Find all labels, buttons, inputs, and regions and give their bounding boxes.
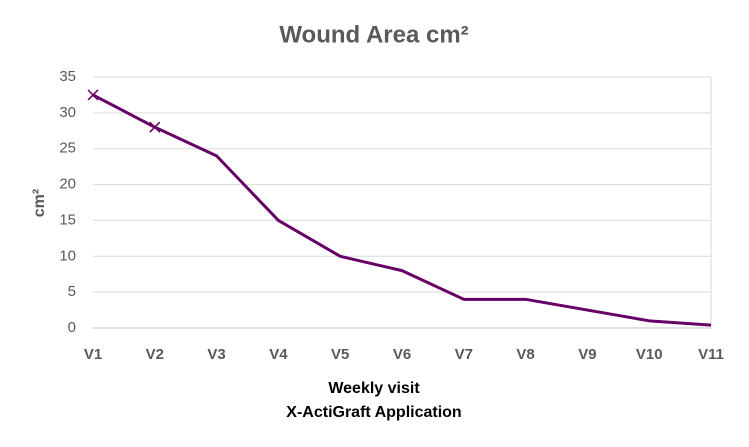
y-tick-label: 20 <box>59 176 76 193</box>
x-tick-label: V5 <box>331 346 349 363</box>
y-tick-label: 15 <box>59 211 76 228</box>
x-tick-label: V4 <box>269 346 288 363</box>
x-tick-label: V6 <box>393 346 411 363</box>
x-tick-label: V9 <box>578 346 596 363</box>
x-axis-label: Weekly visit <box>328 380 420 397</box>
y-tick-label: 25 <box>59 140 76 157</box>
y-tick-label: 30 <box>59 104 76 121</box>
x-tick-label: V11 <box>698 346 724 363</box>
x-axis-label: X-ActiGraft Application <box>286 404 461 421</box>
data-marker <box>149 121 161 133</box>
x-tick-label: V10 <box>636 346 663 363</box>
x-tick-label: V2 <box>146 346 164 363</box>
x-tick-label: V1 <box>84 346 102 363</box>
chart-title: Wound Area cm² <box>279 21 468 48</box>
y-tick-label: 0 <box>68 319 76 336</box>
data-marker <box>87 89 99 101</box>
x-tick-label: V3 <box>207 346 225 363</box>
data-line <box>92 93 712 327</box>
x-tick-label: V8 <box>516 346 534 363</box>
x-tick-label: V7 <box>455 346 473 363</box>
y-tick-label: 10 <box>59 247 76 264</box>
y-tick-label: 35 <box>59 68 76 85</box>
y-axis-label: cm² <box>31 189 48 217</box>
y-tick-label: 5 <box>68 283 76 300</box>
